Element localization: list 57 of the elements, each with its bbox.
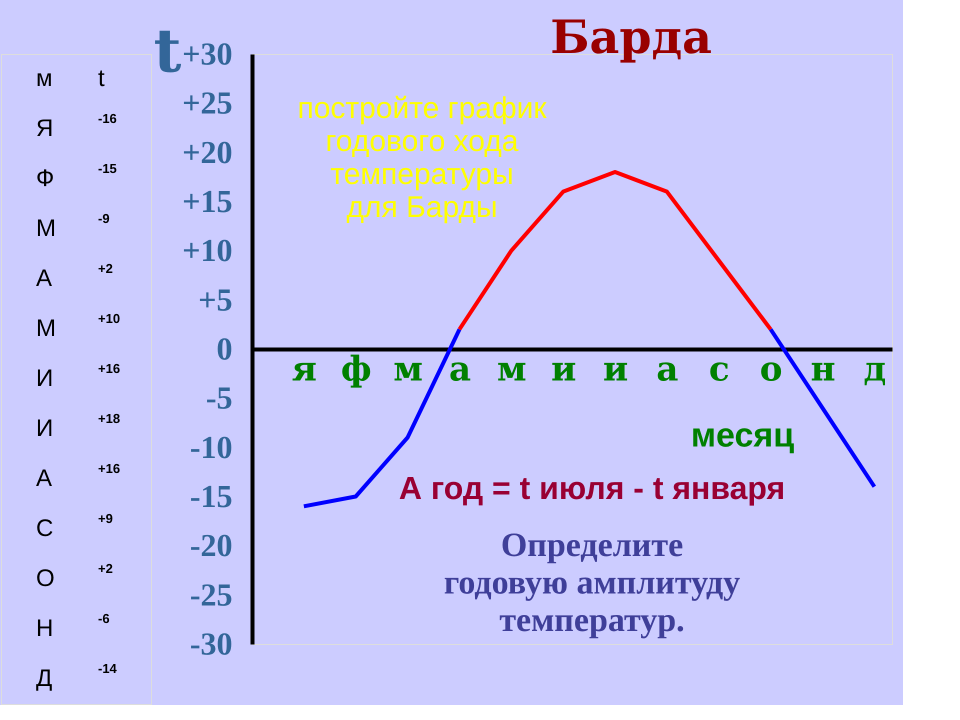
y-tick-label: +10 <box>182 232 232 268</box>
x-tick-label: я <box>292 350 317 390</box>
annotation: Определите годовую амплитуду температур. <box>444 527 740 639</box>
y-tick-label: -30 <box>190 626 232 662</box>
x-tick-label: ф <box>340 350 372 390</box>
x-tick-label: д <box>864 350 886 390</box>
category-label: Н <box>36 615 54 642</box>
category-label: С <box>36 515 54 542</box>
y-tick-label: +30 <box>182 36 232 72</box>
x-tick-label: а <box>656 350 678 390</box>
annotation: постройте график годового хода температуры для Барды <box>297 92 548 224</box>
text: -15 <box>98 161 117 176</box>
text: -9 <box>98 211 110 226</box>
text: м <box>36 65 52 92</box>
y-tick-label: -15 <box>190 478 232 514</box>
category-label: М <box>36 315 56 342</box>
y-tick-label: -10 <box>190 428 232 465</box>
y-tick-label: -20 <box>190 527 232 564</box>
category-label: О <box>36 565 55 592</box>
x-tick-label: м <box>393 350 423 390</box>
chart-title: Барда <box>550 10 712 64</box>
text: -6 <box>98 611 110 626</box>
category-label: И <box>36 415 54 442</box>
x-tick-label: и <box>602 350 628 390</box>
category-label: Д <box>36 665 52 692</box>
x-tick-label: н <box>810 350 836 390</box>
text: +2 <box>98 261 113 276</box>
text: +16 <box>98 461 120 476</box>
y-tick-label: -25 <box>190 576 232 612</box>
x-tick-label: а <box>448 350 471 390</box>
category-label: А <box>36 465 52 492</box>
y-tick-label: +15 <box>182 183 232 219</box>
category-label: М <box>36 215 56 242</box>
text: +16 <box>98 361 120 376</box>
text: -16 <box>98 111 117 126</box>
x-tick-label: с <box>708 350 730 390</box>
y-tick-label: +25 <box>182 84 232 121</box>
y-tick-label: +20 <box>182 134 232 170</box>
x-tick-label: и <box>551 350 576 390</box>
text: +9 <box>98 511 113 526</box>
category-label: Ф <box>36 165 54 192</box>
text: t <box>98 65 105 92</box>
y-tick-label: -5 <box>206 380 232 416</box>
category-label: А <box>36 265 52 292</box>
category-label: Я <box>36 115 54 142</box>
x-tick-label: м <box>497 350 527 390</box>
y-axis-title: t <box>154 16 182 86</box>
x-tick-label: о <box>760 350 782 390</box>
text: +18 <box>98 411 120 426</box>
text: -14 <box>98 661 117 676</box>
y-tick-label: 0 <box>216 330 232 366</box>
text: +2 <box>98 561 113 576</box>
y-tick-label: +5 <box>198 281 232 318</box>
category-label: И <box>36 365 54 392</box>
annotation: А год = t июля - t января <box>398 470 786 506</box>
text: +10 <box>98 311 120 326</box>
x-axis-title: месяц <box>690 416 794 454</box>
